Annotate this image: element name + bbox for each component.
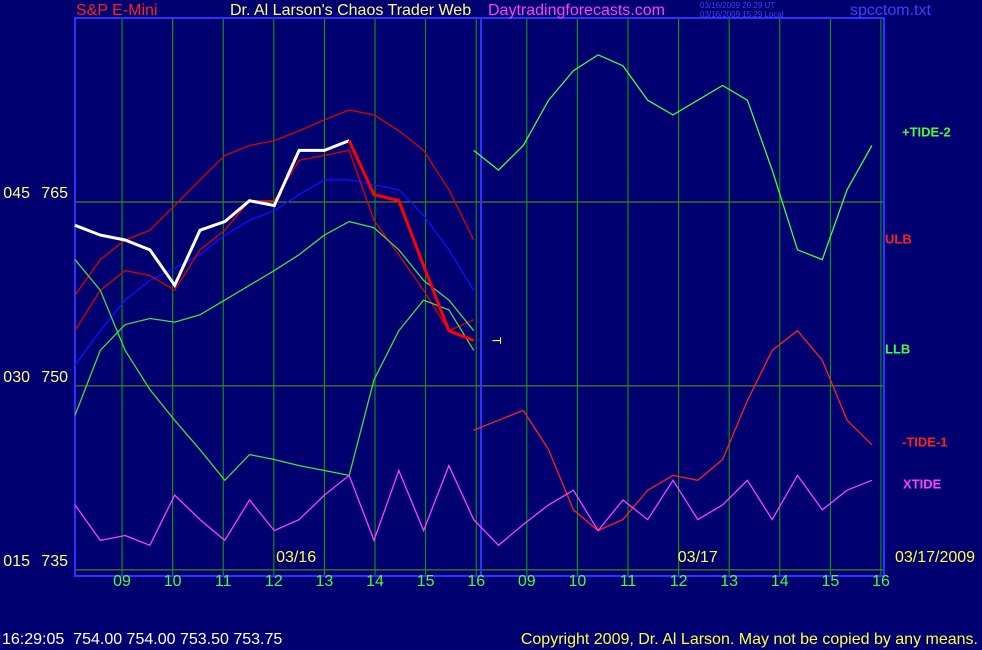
series-line [347, 139, 475, 342]
symbol: S&P E-Mini [76, 2, 158, 19]
series-line [74, 463, 873, 547]
series-line [74, 220, 475, 416]
legend-label: ULB [885, 231, 912, 246]
x-tick-label: 11 [620, 573, 637, 590]
plot-frame [74, 17, 885, 577]
x-tick-label: 09 [518, 573, 536, 590]
x-tick-label: 14 [366, 573, 384, 590]
legend-label: XTIDE [903, 476, 942, 491]
y2-tick-label: 030 [3, 369, 30, 386]
series-line [74, 149, 474, 332]
timestamp: 03/16/2009 15:29 Local [700, 10, 784, 19]
file-name: spcctom.txt [850, 2, 931, 19]
end-date: 03/17/2009 [895, 549, 975, 566]
legend-label: -TIDE-1 [902, 434, 948, 449]
x-tick-label: 10 [164, 573, 182, 590]
x-tick-label: 15 [821, 573, 839, 590]
series-line [74, 109, 475, 296]
x-tick-label: 13 [720, 573, 738, 590]
lines [74, 54, 873, 547]
series-line [74, 259, 475, 482]
x-tick-label: 12 [670, 573, 688, 590]
legend-label: LLB [885, 341, 910, 356]
date-label: 03/16 [276, 549, 316, 566]
y-tick-label: 735 [41, 553, 68, 570]
series-line [473, 54, 873, 261]
grid [75, 18, 884, 576]
x-tick-label: 13 [316, 573, 334, 590]
x-tick-label: 16 [467, 573, 485, 590]
x-tick-label: 11 [215, 573, 232, 590]
x-tick-label: 14 [771, 573, 789, 590]
timestamp: 03/16/2009 20:29 UT [700, 1, 775, 10]
y-tick-label: 750 [41, 369, 68, 386]
x-tick-label: 12 [265, 573, 283, 590]
legend-label: +TIDE-2 [902, 124, 951, 139]
series-line [74, 179, 475, 366]
series-line [473, 329, 873, 532]
copyright: Copyright 2009, Dr. Al Larson. May not b… [521, 631, 978, 648]
y-tick-label: 765 [41, 185, 68, 202]
quote: 16:29:05 754.00 754.00 753.50 753.75 [2, 631, 282, 648]
y2-tick-label: 045 [3, 185, 30, 202]
annotation: T [489, 337, 503, 345]
title: Dr. Al Larson's Chaos Trader Web [230, 2, 471, 19]
x-tick-label: 16 [872, 573, 890, 590]
series-line [74, 139, 350, 289]
x-tick-label: 15 [417, 573, 435, 590]
y2-tick-label: 015 [3, 553, 30, 570]
date-label: 03/17 [678, 549, 718, 566]
x-tick-label: 10 [569, 573, 587, 590]
site: Daytradingforecasts.com [488, 2, 665, 19]
x-tick-label: 09 [113, 573, 131, 590]
